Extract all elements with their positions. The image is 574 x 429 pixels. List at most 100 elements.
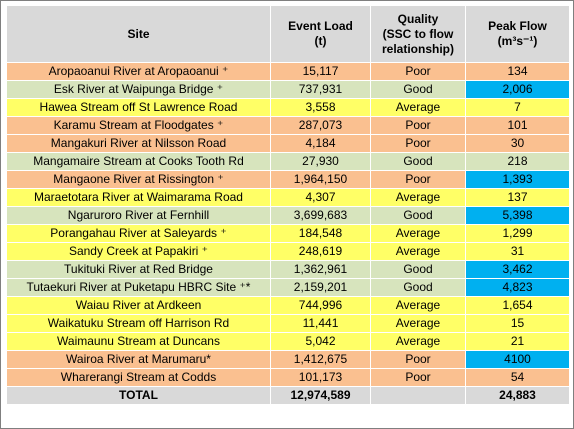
header-quality-line3: relationship) bbox=[381, 41, 454, 56]
cell-event-load: 248,619 bbox=[270, 242, 371, 261]
cell-event-load: 1,362,961 bbox=[270, 260, 371, 279]
cell-quality: Poor bbox=[370, 62, 466, 81]
cell-peak-flow: 137 bbox=[465, 188, 570, 207]
cell-quality: Average bbox=[370, 314, 466, 333]
header-peak-flow: Peak Flow (m³s⁻¹) bbox=[465, 5, 570, 63]
cell-quality: Good bbox=[370, 260, 466, 279]
header-quality-line1: Quality bbox=[397, 11, 439, 26]
cell-event-load: 101,173 bbox=[270, 368, 371, 387]
cell-site: Hawea Stream off St Lawrence Road bbox=[6, 98, 271, 117]
cell-event-load: 1,412,675 bbox=[270, 350, 371, 369]
table-row: Hawea Stream off St Lawrence Road 3,558 Av… bbox=[6, 98, 570, 117]
cell-quality: Good bbox=[370, 152, 466, 171]
cell-peak-flow: 1,299 bbox=[465, 224, 570, 243]
cell-event-load: 4,307 bbox=[270, 188, 371, 207]
header-event-load: Event Load (t) bbox=[270, 5, 371, 63]
table-row: Waikatuku Stream off Harrison Rd 11,441 Av… bbox=[6, 314, 570, 333]
table-row: Waiau River at Ardkeen 744,996 Average 1,65… bbox=[6, 296, 570, 315]
table-row: Karamu Stream at Floodgates ⁺ 287,073 Poor… bbox=[6, 116, 570, 135]
table-body: Aropaoanui River at Aropaoanui ⁺ 15,117 Po… bbox=[6, 62, 570, 387]
total-quality bbox=[370, 386, 466, 405]
cell-event-load: 744,996 bbox=[270, 296, 371, 315]
cell-site: Wairoa River at Marumaru* bbox=[6, 350, 271, 369]
cell-peak-flow: 218 bbox=[465, 152, 570, 171]
cell-quality: Average bbox=[370, 188, 466, 207]
table-row: Maraetotara River at Waimarama Road 4,307… bbox=[6, 188, 570, 207]
table-row: Aropaoanui River at Aropaoanui ⁺ 15,117 Po… bbox=[6, 62, 570, 81]
cell-quality: Poor bbox=[370, 350, 466, 369]
cell-event-load: 737,931 bbox=[270, 80, 371, 99]
cell-event-load: 184,548 bbox=[270, 224, 371, 243]
table-row: Sandy Creek at Papakiri ⁺ 248,619 Average 3… bbox=[6, 242, 570, 261]
cell-peak-flow: 31 bbox=[465, 242, 570, 261]
cell-peak-flow: 15 bbox=[465, 314, 570, 333]
table-row: Mangaone River at Rissington ⁺ 1,964,150 P… bbox=[6, 170, 570, 189]
header-quality: Quality (SSC to flow relationship) bbox=[370, 5, 466, 63]
table-row: Wharerangi Stream at Codds 101,173 Poor 54 bbox=[6, 368, 570, 387]
cell-peak-flow: 4100 bbox=[465, 350, 570, 369]
cell-peak-flow: 5,398 bbox=[465, 206, 570, 225]
cell-site: Waikatuku Stream off Harrison Rd bbox=[6, 314, 271, 333]
table-row: Esk River at Waipunga Bridge ⁺ 737,931 Goo… bbox=[6, 80, 570, 99]
cell-peak-flow: 1,393 bbox=[465, 170, 570, 189]
cell-site: Wharerangi Stream at Codds bbox=[6, 368, 271, 387]
cell-site: Waimaunu Stream at Duncans bbox=[6, 332, 271, 351]
cell-site: Tukituki River at Red Bridge bbox=[6, 260, 271, 279]
header-peak-flow-unit: (m³s⁻¹) bbox=[497, 34, 538, 48]
cell-event-load: 3,558 bbox=[270, 98, 371, 117]
header-peak-flow-label: Peak Flow bbox=[488, 19, 547, 33]
cell-quality: Poor bbox=[370, 368, 466, 387]
cell-quality: Good bbox=[370, 278, 466, 297]
cell-peak-flow: 101 bbox=[465, 116, 570, 135]
cell-peak-flow: 134 bbox=[465, 62, 570, 81]
cell-event-load: 287,073 bbox=[270, 116, 371, 135]
cell-event-load: 5,042 bbox=[270, 332, 371, 351]
header-quality-line2: (SSC to flow bbox=[382, 26, 454, 41]
cell-quality: Poor bbox=[370, 134, 466, 153]
table-row: Tukituki River at Red Bridge 1,362,961 Goo… bbox=[6, 260, 570, 279]
cell-site: Esk River at Waipunga Bridge ⁺ bbox=[6, 80, 271, 99]
total-load: 12,974,589 bbox=[270, 386, 371, 405]
header-row: Site Event Load (t) Quality (SSC to flow… bbox=[6, 5, 570, 63]
cell-site: Porangahau River at Saleyards ⁺ bbox=[6, 224, 271, 243]
cell-event-load: 11,441 bbox=[270, 314, 371, 333]
cell-event-load: 3,699,683 bbox=[270, 206, 371, 225]
header-site: Site bbox=[6, 5, 271, 63]
cell-quality: Average bbox=[370, 332, 466, 351]
table-row: Mangamaire Stream at Cooks Tooth Rd 27,93… bbox=[6, 152, 570, 171]
table-row: Waimaunu Stream at Duncans 5,042 Average 21 bbox=[6, 332, 570, 351]
header-event-load-unit: (t) bbox=[314, 34, 327, 48]
sediment-load-table: Site Event Load (t) Quality (SSC to flow… bbox=[6, 5, 570, 405]
cell-quality: Poor bbox=[370, 170, 466, 189]
total-row: TOTAL 12,974,589 24,883 bbox=[6, 386, 570, 405]
cell-event-load: 27,930 bbox=[270, 152, 371, 171]
table-row: Ngaruroro River at Fernhill 3,699,683 Good… bbox=[6, 206, 570, 225]
cell-site: Mangakuri River at Nilsson Road bbox=[6, 134, 271, 153]
table-row: Porangahau River at Saleyards ⁺ 184,548 Av… bbox=[6, 224, 570, 243]
cell-peak-flow: 7 bbox=[465, 98, 570, 117]
cell-peak-flow: 3,462 bbox=[465, 260, 570, 279]
cell-event-load: 1,964,150 bbox=[270, 170, 371, 189]
cell-quality: Average bbox=[370, 98, 466, 117]
cell-quality: Average bbox=[370, 242, 466, 261]
cell-peak-flow: 21 bbox=[465, 332, 570, 351]
cell-peak-flow: 1,654 bbox=[465, 296, 570, 315]
cell-quality: Average bbox=[370, 296, 466, 315]
cell-site: Sandy Creek at Papakiri ⁺ bbox=[6, 242, 271, 261]
cell-quality: Average bbox=[370, 224, 466, 243]
cell-event-load: 2,159,201 bbox=[270, 278, 371, 297]
cell-peak-flow: 54 bbox=[465, 368, 570, 387]
cell-quality: Good bbox=[370, 206, 466, 225]
cell-site: Mangaone River at Rissington ⁺ bbox=[6, 170, 271, 189]
header-event-load-label: Event Load bbox=[288, 19, 353, 33]
table-row: Mangakuri River at Nilsson Road 4,184 Poor… bbox=[6, 134, 570, 153]
cell-peak-flow: 30 bbox=[465, 134, 570, 153]
cell-quality: Poor bbox=[370, 116, 466, 135]
table-row: Tutaekuri River at Puketapu HBRC Site ⁺*… bbox=[6, 278, 570, 297]
cell-site: Aropaoanui River at Aropaoanui ⁺ bbox=[6, 62, 271, 81]
cell-peak-flow: 2,006 bbox=[465, 80, 570, 99]
table-row: Wairoa River at Marumaru* 1,412,675 Poor 41… bbox=[6, 350, 570, 369]
cell-site: Tutaekuri River at Puketapu HBRC Site ⁺* bbox=[6, 278, 271, 297]
total-peak: 24,883 bbox=[465, 386, 570, 405]
